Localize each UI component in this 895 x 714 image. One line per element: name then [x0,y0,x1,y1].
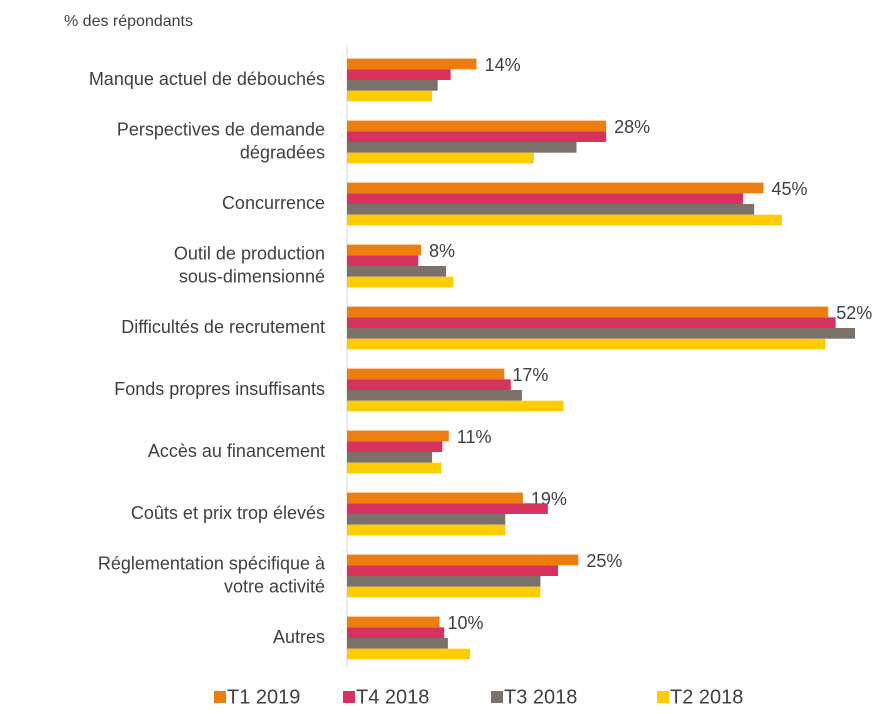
bar [347,462,442,474]
data-label: 17% [512,365,548,385]
bar [347,276,454,288]
bar [347,379,511,390]
bar [347,503,548,514]
bar [347,565,559,576]
legend-swatch [343,691,355,703]
bar [347,69,451,80]
bar [347,328,856,339]
bar [347,492,523,504]
bar [347,58,477,70]
legend-label: T3 2018 [504,686,577,708]
bar [347,204,755,215]
bar [347,266,447,277]
category-label: Réglementation spécifique à votre activit… [98,553,326,596]
data-label: 45% [771,179,807,199]
data-label: 25% [586,551,622,571]
bar [347,554,579,566]
bar [347,120,607,132]
legend-label: T2 2018 [670,686,743,708]
legend-swatch [491,691,503,703]
bar [347,616,440,628]
bar [347,524,506,536]
bar [347,338,826,350]
legend-label: T1 2019 [227,686,300,708]
data-label: 8% [429,241,455,261]
bar [347,306,829,318]
data-label: 11% [457,427,492,447]
bar [347,80,438,91]
category-label: Outil de production sous-dimensionné [174,243,325,286]
category-label: Concurrence [222,193,325,213]
bar [347,152,534,164]
bar [347,576,541,587]
unit-label: % des répondants [64,13,193,30]
data-label: 52% [836,303,872,323]
bar [347,255,419,266]
bar [347,390,522,401]
bar [347,441,443,452]
bar [347,317,836,328]
category-label: Manque actuel de débouchés [89,69,325,89]
bar [347,368,505,380]
bar [347,400,564,412]
bar [347,627,445,638]
bar [347,214,782,226]
data-label: 28% [614,117,650,137]
category-label: Difficultés de recrutement [121,317,325,337]
category-label: Autres [273,627,325,647]
bar [347,452,433,463]
bar [347,430,449,442]
bar [347,142,577,153]
category-label: Coûts et prix trop élevés [131,503,325,523]
bar [347,90,433,102]
data-label: 10% [448,613,484,633]
bar [347,586,541,598]
legend-swatch [657,691,669,703]
bar [347,638,448,649]
data-label: 14% [485,55,521,75]
category-label: Perspectives de demande dégradées [117,119,325,162]
bar [347,514,506,525]
bar [347,193,744,204]
category-label: Fonds propres insuffisants [114,379,325,399]
category-label: Accès au financement [148,441,325,461]
bar [347,182,764,194]
legend-label: T4 2018 [356,686,429,708]
bar [347,244,422,256]
bar [347,131,607,142]
bar [347,648,471,660]
legend-swatch [214,691,226,703]
